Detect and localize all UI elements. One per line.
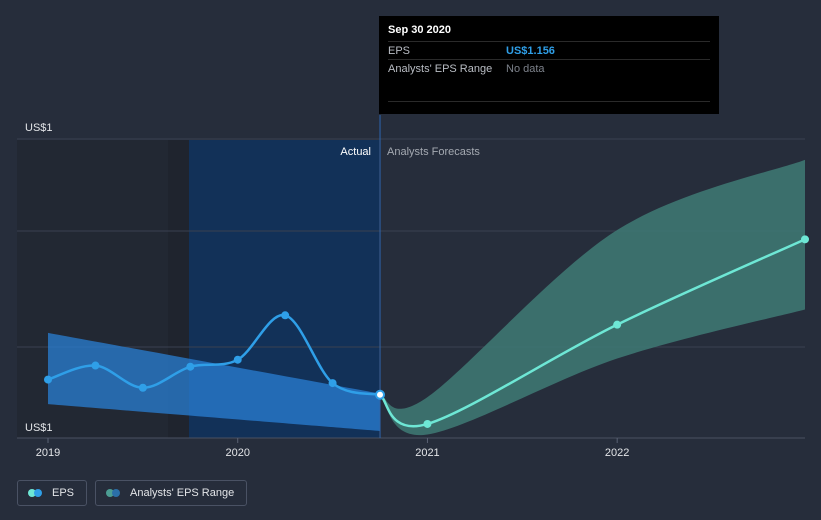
eps-point	[138, 383, 147, 392]
tooltip: Sep 30 2020 EPS US$1.156 Analysts' EPS R…	[379, 16, 719, 114]
tooltip-eps-label: EPS	[388, 44, 411, 57]
actual-label: Actual	[340, 146, 371, 158]
tooltip-date: Sep 30 2020	[388, 24, 451, 36]
eps-line	[47, 314, 381, 396]
eps-points	[44, 311, 386, 400]
eps-point	[328, 379, 337, 388]
legend-range-label: Analysts' EPS Range	[130, 487, 235, 499]
eps-point	[44, 375, 52, 384]
eps-point	[186, 362, 195, 371]
tooltip-range-row: Analysts' EPS Range No data	[388, 59, 710, 77]
legend-eps-label: EPS	[52, 487, 75, 499]
forecast-point	[613, 320, 622, 329]
forecast-point	[801, 235, 809, 244]
tooltip-divider	[388, 101, 710, 102]
x-tick-label: 2022	[605, 447, 629, 459]
forecast-range-band	[380, 159, 805, 436]
eps-point	[281, 311, 290, 320]
forecast-points	[423, 235, 809, 428]
legend-eps-button[interactable]: EPS	[17, 480, 88, 506]
gridlines	[17, 138, 805, 439]
eps-point	[91, 361, 100, 370]
legend-range-button[interactable]: Analysts' EPS Range	[95, 480, 248, 506]
eps-forecast-line	[379, 238, 806, 428]
y-label-top: US$1	[25, 122, 53, 134]
tooltip-eps-value: US$1.156	[506, 44, 555, 57]
legend: EPS Analysts' EPS Range	[17, 480, 248, 506]
x-tick-label: 2020	[225, 447, 249, 459]
past-range-band	[48, 332, 381, 431]
eps-point	[375, 389, 386, 400]
eps-point	[233, 355, 242, 364]
forecast-label: Analysts Forecasts	[387, 146, 480, 158]
eps-legend-icon	[28, 489, 44, 497]
x-tick-label: 2019	[36, 447, 60, 459]
tooltip-range-value: No data	[506, 62, 545, 75]
x-tick-label: 2021	[415, 447, 439, 459]
tooltip-eps-row: EPS US$1.156	[388, 41, 710, 59]
forecast-point	[423, 419, 432, 428]
range-legend-icon	[106, 489, 122, 497]
y-label-bottom: US$1	[25, 422, 53, 434]
x-axis-ticks: 2019 2020 2021 2022	[36, 438, 629, 459]
eps-chart: 2019 2020 2021 2022 US$1 US$1 Actual Analys…	[17, 115, 809, 459]
tooltip-range-label: Analysts' EPS Range	[388, 62, 493, 75]
